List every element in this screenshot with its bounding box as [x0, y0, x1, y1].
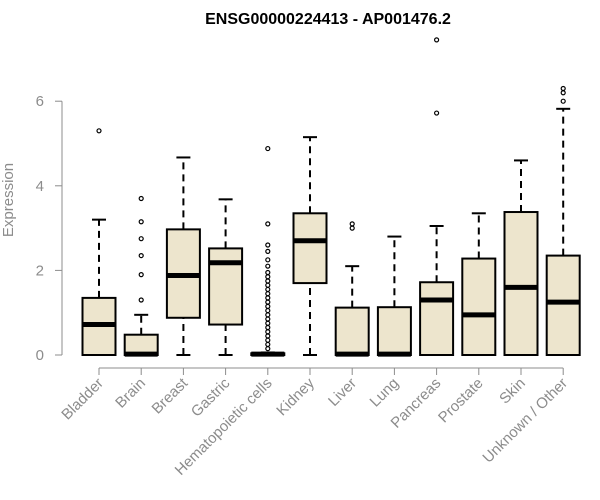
outlier-point: [265, 286, 271, 293]
y-tick-label: 2: [36, 262, 44, 279]
box-prostate: [461, 212, 497, 356]
outlier-point: [138, 252, 144, 259]
iqr-box: [419, 281, 455, 356]
outlier-point: [265, 312, 271, 318]
y-axis-label: Expression: [0, 163, 17, 237]
x-tick-label: Bladder: [58, 375, 107, 424]
outlier-point: [265, 263, 271, 269]
outlier-point: [434, 110, 440, 116]
box-pancreas: [419, 37, 455, 356]
iqr-box: [376, 306, 412, 356]
outlier-point: [265, 145, 271, 152]
outlier-point: [265, 295, 271, 301]
outlier-point: [138, 195, 144, 202]
outlier-point: [434, 37, 440, 43]
y-axis: 0 2 4 6: [36, 93, 63, 364]
outlier-point: [138, 219, 144, 225]
box-unknown-other: [545, 85, 581, 356]
outlier-point: [265, 333, 271, 339]
outlier-point: [138, 272, 144, 278]
outlier-point: [265, 278, 271, 284]
outlier-point: [265, 299, 271, 305]
outlier-point: [560, 90, 566, 96]
iqr-box: [292, 212, 328, 285]
outlier-point: [265, 282, 271, 288]
box-bladder: [81, 128, 117, 356]
iqr-box: [503, 211, 539, 356]
box-skin: [503, 159, 539, 356]
outlier-point: [265, 346, 271, 352]
outlier-point: [265, 303, 271, 309]
iqr-box: [461, 257, 497, 356]
outlier-point: [265, 320, 271, 326]
box-kidney: [292, 136, 328, 356]
x-tick-label: Kidney: [273, 374, 318, 419]
chart-title: ENSG00000224413 - AP001476.2: [205, 11, 451, 28]
outlier-point: [265, 329, 271, 335]
x-tick-label: Liver: [325, 375, 360, 410]
x-tick-label: Skin: [496, 375, 529, 408]
iqr-box: [545, 254, 581, 356]
x-tick-label: Prostate: [435, 375, 487, 427]
outlier-point: [265, 248, 271, 254]
outlier-point: [265, 221, 271, 227]
outlier-point: [349, 221, 355, 227]
iqr-box: [208, 247, 244, 326]
iqr-box: [334, 306, 370, 356]
outlier-point: [265, 269, 271, 276]
x-tick-label: Lung: [367, 375, 403, 411]
x-tick-label: Brain: [112, 375, 149, 412]
plot-area: [81, 37, 581, 357]
box-brain: [123, 195, 159, 357]
outlier-point: [265, 337, 271, 343]
outlier-point: [138, 236, 144, 242]
box-lung: [376, 235, 412, 357]
outlier-point: [560, 98, 566, 104]
outlier-point: [96, 128, 102, 134]
y-tick-label: 0: [36, 347, 44, 364]
box-breast: [165, 156, 201, 356]
box-hematopoietic-cells: [250, 145, 286, 357]
box-liver: [334, 221, 370, 357]
outlier-point: [265, 307, 271, 314]
outlier-point: [265, 242, 271, 248]
outlier-point: [265, 324, 271, 331]
y-tick-label: 6: [36, 93, 44, 110]
outlier-point: [265, 257, 271, 263]
outlier-point: [265, 274, 271, 280]
outlier-point: [560, 85, 566, 92]
x-tick-label: Breast: [149, 374, 192, 417]
outlier-point: [265, 291, 271, 297]
outlier-point: [138, 297, 144, 303]
box-gastric: [208, 198, 244, 356]
y-tick-label: 4: [36, 178, 44, 195]
outlier-point: [265, 316, 271, 322]
outlier-point: [349, 225, 355, 231]
outlier-point: [265, 341, 271, 348]
